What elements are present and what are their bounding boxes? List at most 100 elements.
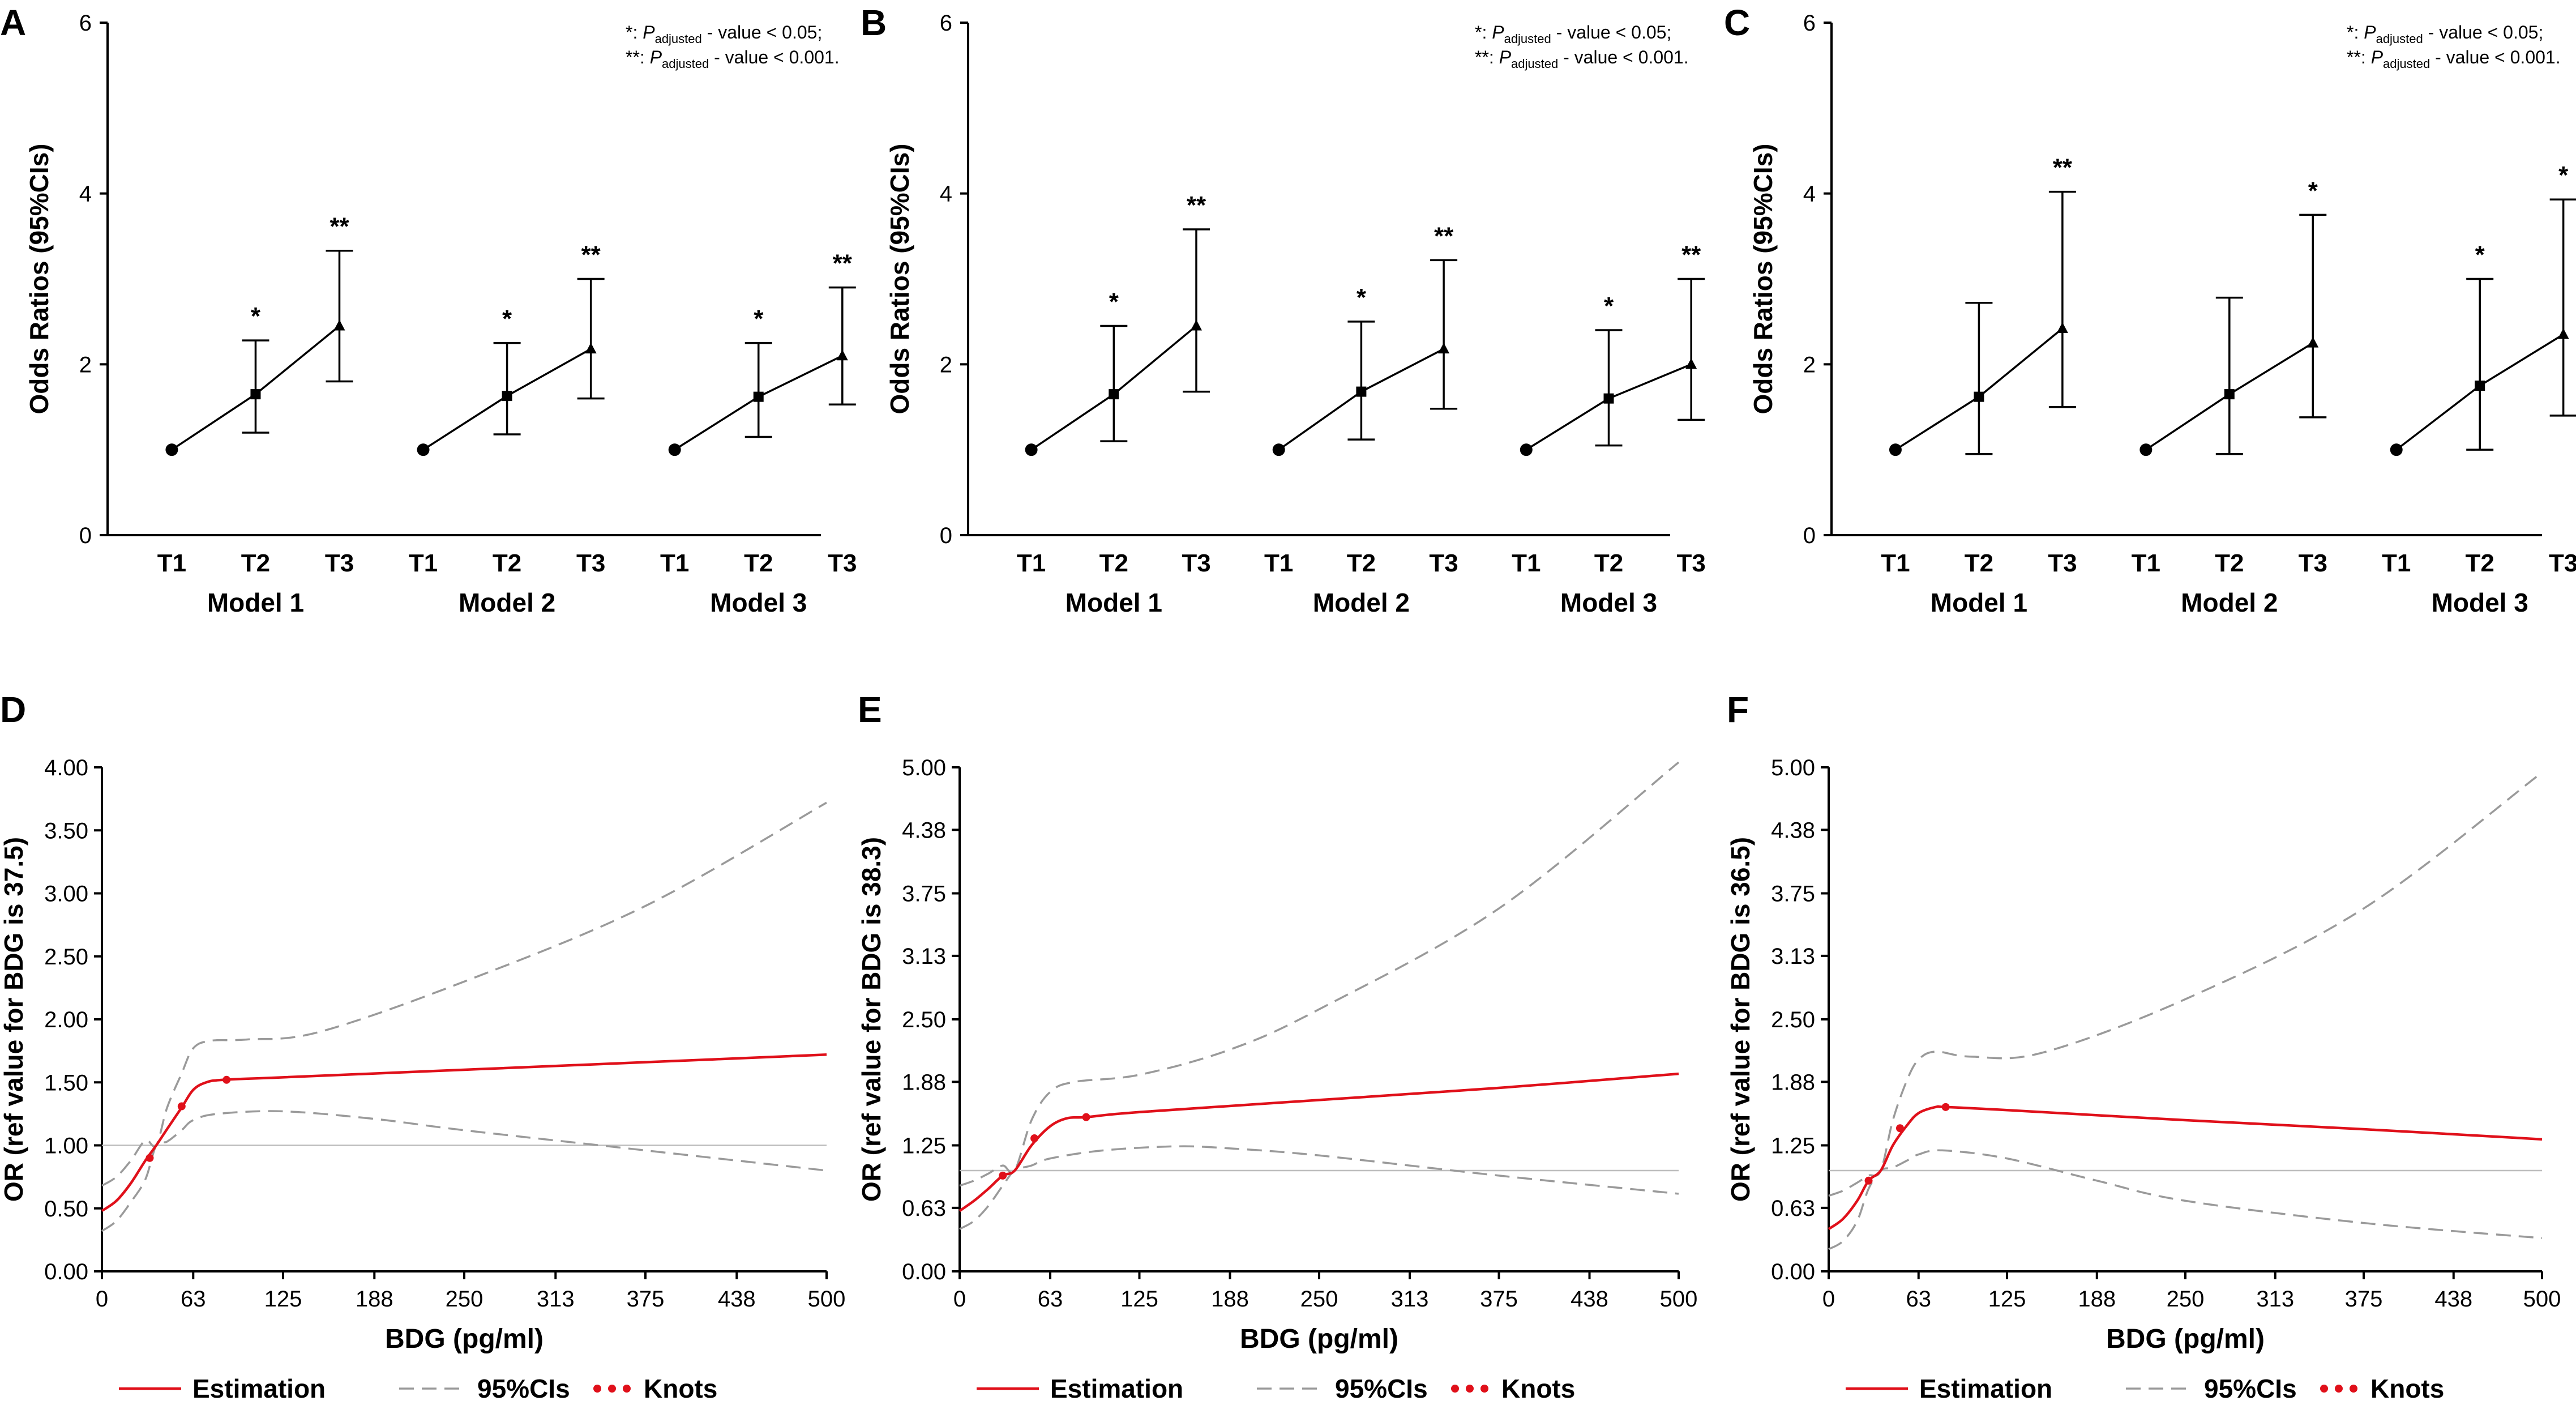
x-tick-label: T3 xyxy=(1182,549,1210,577)
model-label: Model 3 xyxy=(2432,588,2528,617)
data-point xyxy=(1438,343,1450,354)
x-tick-label: T1 xyxy=(2132,549,2160,577)
significance-mark: * xyxy=(1357,284,1367,311)
legend-label-knots: Knots xyxy=(2370,1374,2444,1403)
significance-mark: ** xyxy=(1434,222,1454,250)
x-tick-label: 438 xyxy=(718,1287,756,1312)
legend-label-ci: 95%CIs xyxy=(2204,1374,2297,1403)
y-tick-label: 4.38 xyxy=(1771,818,1815,843)
y-tick-label: 0.63 xyxy=(902,1196,946,1221)
model-label: Model 1 xyxy=(1066,588,1162,617)
y-tick-label: 6 xyxy=(940,11,952,36)
knot-point xyxy=(1030,1134,1039,1143)
legend-swatch-knot xyxy=(1480,1385,1488,1393)
knot-point xyxy=(177,1102,186,1111)
knot-point xyxy=(999,1171,1007,1180)
ci-upper-line xyxy=(1828,771,2543,1197)
y-tick-label: 4 xyxy=(79,182,92,207)
x-tick-label: 438 xyxy=(1571,1287,1608,1312)
estimation-line xyxy=(958,1072,1679,1212)
legend-label-ci: 95%CIs xyxy=(1335,1374,1428,1403)
legend-swatch-knot xyxy=(593,1385,601,1393)
x-tick-label: 500 xyxy=(808,1287,846,1312)
panel-b: B 0 2 4 6 Odds Ratios (95%CIs) *: Padjusted - … xyxy=(861,2,1706,617)
legend-swatch-knot xyxy=(1451,1385,1459,1393)
x-tick-label: 125 xyxy=(264,1287,302,1312)
panel-label: B xyxy=(861,2,887,43)
panel-label: D xyxy=(0,689,26,730)
data-point xyxy=(165,443,178,456)
knot-point xyxy=(146,1154,154,1162)
significance-mark: ** xyxy=(330,213,349,241)
data-point xyxy=(668,443,681,456)
x-tick-label: T3 xyxy=(2048,549,2077,577)
y-tick-label: 3.00 xyxy=(44,882,88,907)
x-tick-label: 0 xyxy=(953,1287,966,1312)
knot-point xyxy=(1864,1176,1873,1185)
significance-mark: ** xyxy=(1681,241,1701,269)
model-group: T1 * T2 ** T3 Model 1 xyxy=(1017,191,1211,617)
significance-mark: * xyxy=(2558,161,2569,189)
y-tick-label: 4 xyxy=(1803,182,1816,207)
panel-a: A 0 2 4 6 Odds Ratios (95%CIs) *: Padjusted - … xyxy=(0,2,857,617)
x-tick-label: T3 xyxy=(1677,549,1706,577)
knot-point xyxy=(222,1075,231,1084)
significance-mark: ** xyxy=(833,250,853,277)
x-tick-label: T1 xyxy=(1017,549,1046,577)
y-tick-label: 4.38 xyxy=(902,818,946,843)
legend-label-estimation: Estimation xyxy=(1919,1374,2052,1403)
x-tick-label: T2 xyxy=(1099,549,1128,577)
x-tick-label: T2 xyxy=(1347,549,1376,577)
y-tick-label: 5.00 xyxy=(902,755,946,780)
x-tick-label: 125 xyxy=(1120,1287,1158,1312)
y-tick-label: 2 xyxy=(1803,352,1816,377)
y-tick-label: 3.13 xyxy=(902,944,946,969)
data-point xyxy=(2475,381,2485,391)
x-tick-label: T1 xyxy=(2382,549,2411,577)
y-tick-label: 0 xyxy=(79,523,92,548)
y-tick-label: 1.50 xyxy=(44,1070,88,1095)
panel-label: F xyxy=(1727,689,1749,730)
x-tick-label: 313 xyxy=(537,1287,575,1312)
x-tick-label: 188 xyxy=(1211,1287,1249,1312)
y-tick-label: 0 xyxy=(940,523,952,548)
data-point xyxy=(333,319,345,331)
legend-swatch-knot xyxy=(623,1385,631,1393)
y-axis-title: Odds Ratios (95%CIs) xyxy=(1748,144,1778,415)
y-tick-label: 3.13 xyxy=(1771,944,1815,969)
legend-label-knots: Knots xyxy=(1501,1374,1575,1403)
data-point xyxy=(2139,443,2153,456)
x-tick-label: T3 xyxy=(576,549,605,577)
x-tick-label: T3 xyxy=(2549,549,2576,577)
ci-lower-line xyxy=(1828,1149,2543,1250)
significance-mark: ** xyxy=(2053,154,2073,182)
significance-mark: * xyxy=(251,302,261,330)
x-tick-label: 63 xyxy=(181,1287,206,1312)
data-point xyxy=(753,391,764,402)
y-tick-label: 1.00 xyxy=(44,1134,88,1159)
data-point xyxy=(1356,386,1367,397)
data-point xyxy=(2307,336,2319,348)
data-point xyxy=(1603,393,1614,404)
y-tick-label: 4.00 xyxy=(44,755,88,780)
x-tick-label: T1 xyxy=(1881,549,1910,577)
data-point xyxy=(836,349,848,361)
x-tick-label: T1 xyxy=(157,549,186,577)
model-group: T1 T2 * T3 Model 2 xyxy=(2132,177,2327,617)
y-tick-label: 3.75 xyxy=(1771,882,1815,907)
legend-label-estimation: Estimation xyxy=(1050,1374,1183,1403)
y-tick-label: 0.50 xyxy=(44,1197,88,1222)
x-tick-label: 0 xyxy=(1822,1287,1835,1312)
x-tick-label: T3 xyxy=(325,549,354,577)
x-tick-label: 438 xyxy=(2434,1287,2472,1312)
data-point xyxy=(417,443,430,456)
x-tick-label: 188 xyxy=(2078,1287,2116,1312)
data-point xyxy=(2390,443,2403,456)
significance-mark: ** xyxy=(1187,191,1206,219)
x-tick-label: T1 xyxy=(1512,549,1541,577)
legend-swatch-knot xyxy=(1466,1385,1474,1393)
significance-mark: ** xyxy=(581,241,601,269)
estimation-line xyxy=(101,1053,827,1212)
model-label: Model 2 xyxy=(459,588,555,617)
